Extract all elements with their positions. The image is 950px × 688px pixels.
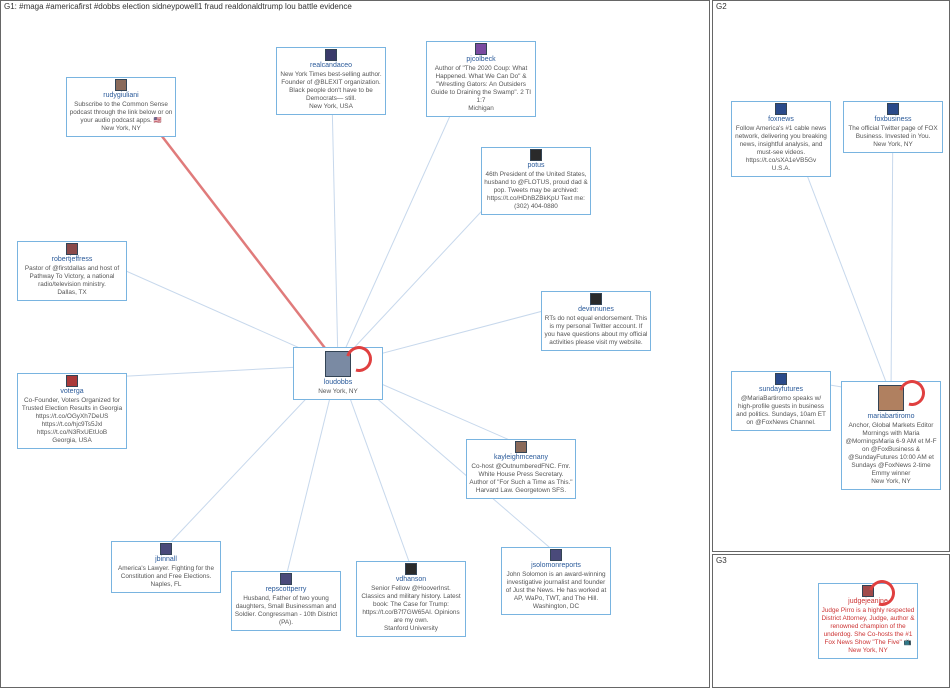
username-label: potus [484, 162, 588, 171]
node-jsolomonreports[interactable]: jsolomonreportsJohn Solomon is an award-… [501, 547, 611, 615]
panel-g1: G1: #maga #americafirst #dobbs election … [0, 0, 710, 688]
node-desc: New York Times best-selling author. Foun… [279, 71, 383, 103]
username-label: judgejeanine [821, 598, 915, 607]
node-location: New York, USA [279, 103, 383, 111]
node-potus[interactable]: potus46th President of the United States… [481, 147, 591, 215]
username-label: rudygiuliani [69, 92, 173, 101]
node-foxnews[interactable]: foxnewsFollow America's #1 cable news ne… [731, 101, 831, 177]
node-foxbusiness[interactable]: foxbusinessThe official Twitter page of … [843, 101, 943, 153]
panel-g1-title: G1: #maga #americafirst #dobbs election … [4, 2, 352, 11]
node-desc: Senior Fellow @HooverInst. Classics and … [359, 585, 463, 625]
avatar-voterga [66, 375, 78, 387]
avatar-realcandaceo [325, 49, 337, 61]
node-location: New York, NY [69, 125, 173, 133]
node-location: New York, NY [296, 388, 380, 396]
node-jbinnall[interactable]: jbinnallAmerica's Lawyer. Fighting for t… [111, 541, 221, 593]
node-location: New York, NY [846, 141, 940, 149]
username-label: repscottperry [234, 586, 338, 595]
node-loudobbs[interactable]: loudobbsNew York, NY [293, 347, 383, 400]
node-desc: Follow America's #1 cable news network, … [734, 125, 828, 165]
node-location: New York, NY [844, 478, 938, 486]
node-location: Dallas, TX [20, 289, 124, 297]
avatar-devinnunes [590, 293, 602, 305]
node-desc: Author of "The 2020 Coup: What Happened.… [429, 65, 533, 105]
node-devinnunes[interactable]: devinnunesRTs do not equal endorsement. … [541, 291, 651, 351]
node-sundayfutures[interactable]: sundayfutures@MariaBartiromo speaks w/ h… [731, 371, 831, 431]
node-location: Stanford University [359, 625, 463, 633]
username-label: loudobbs [296, 379, 380, 388]
avatar-judgejeanine [862, 585, 874, 597]
node-location: U.S.A. [734, 165, 828, 173]
node-judgejeanine[interactable]: judgejeanineJudge Pirro is a highly resp… [818, 583, 918, 659]
self-loop-icon [894, 375, 930, 411]
panel-g2: G2 mariabartiromoAnchor, Global Markets … [712, 0, 950, 552]
username-label: vdhanson [359, 576, 463, 585]
avatar-mariabartiromo [878, 385, 904, 411]
username-label: foxnews [734, 116, 828, 125]
node-realcandaceo[interactable]: realcandaceoNew York Times best-selling … [276, 47, 386, 115]
avatar-robertjeffress [66, 243, 78, 255]
node-location: Michigan [429, 105, 533, 113]
panel-g2-title: G2 [716, 2, 727, 11]
username-label: kayleighmcenany [469, 454, 573, 463]
node-vdhanson[interactable]: vdhansonSenior Fellow @HooverInst. Class… [356, 561, 466, 637]
node-desc: RTs do not equal endorsement. This is my… [544, 315, 648, 347]
node-desc: Co-host @OutnumberedFNC. Fmr. White Hous… [469, 463, 573, 495]
node-repscottperry[interactable]: repscottperryHusband, Father of two youn… [231, 571, 341, 631]
username-label: pjcolbeck [429, 56, 533, 65]
avatar-kayleighmcenany [515, 441, 527, 453]
node-robertjeffress[interactable]: robertjeffressPastor of @firstdallas and… [17, 241, 127, 301]
avatar-loudobbs [325, 351, 351, 377]
avatar-vdhanson [405, 563, 417, 575]
node-desc: John Solomon is an award-winning investi… [504, 571, 608, 603]
node-desc: America's Lawyer. Fighting for the Const… [114, 565, 218, 581]
panel-g3: G3 judgejeanineJudge Pirro is a highly r… [712, 554, 950, 688]
node-location: Washington, DC [504, 603, 608, 611]
node-desc: Anchor, Global Markets Editor Mornings w… [844, 422, 938, 478]
avatar-repscottperry [280, 573, 292, 585]
node-desc: 46th President of the United States, hus… [484, 171, 588, 211]
node-desc: Judge Pirro is a highly respected Distri… [821, 607, 915, 647]
avatar-foxnews [775, 103, 787, 115]
username-label: devinnunes [544, 306, 648, 315]
avatar-jbinnall [160, 543, 172, 555]
node-location: Naples, FL [114, 581, 218, 589]
node-desc: @MariaBartiromo speaks w/ high-profile g… [734, 395, 828, 427]
node-mariabartiromo[interactable]: mariabartiromoAnchor, Global Markets Edi… [841, 381, 941, 490]
username-label: robertjeffress [20, 256, 124, 265]
username-label: jsolomonreports [504, 562, 608, 571]
avatar-potus [530, 149, 542, 161]
avatar-rudygiuliani [115, 79, 127, 91]
node-desc: Pastor of @firstdallas and host of Pathw… [20, 265, 124, 289]
node-pjcolbeck[interactable]: pjcolbeckAuthor of "The 2020 Coup: What … [426, 41, 536, 117]
node-desc: Husband, Father of two young daughters, … [234, 595, 338, 627]
username-label: jbinnall [114, 556, 218, 565]
node-desc: Co-Founder, Voters Organized for Trusted… [20, 397, 124, 437]
username-label: sundayfutures [734, 386, 828, 395]
username-label: realcandaceo [279, 62, 383, 71]
self-loop-icon [341, 341, 377, 377]
username-label: voterga [20, 388, 124, 397]
avatar-sundayfutures [775, 373, 787, 385]
node-desc: The official Twitter page of FOX Busines… [846, 125, 940, 141]
avatar-pjcolbeck [475, 43, 487, 55]
node-desc: Subscribe to the Common Sense podcast th… [69, 101, 173, 125]
username-label: foxbusiness [846, 116, 940, 125]
username-label: mariabartiromo [844, 413, 938, 422]
node-kayleighmcenany[interactable]: kayleighmcenanyCo-host @OutnumberedFNC. … [466, 439, 576, 499]
panel-g3-title: G3 [716, 556, 727, 565]
node-location: New York, NY [821, 647, 915, 655]
node-rudygiuliani[interactable]: rudygiulianiSubscribe to the Common Sens… [66, 77, 176, 137]
node-location: Georgia, USA [20, 437, 124, 445]
avatar-foxbusiness [887, 103, 899, 115]
node-voterga[interactable]: votergaCo-Founder, Voters Organized for … [17, 373, 127, 449]
avatar-jsolomonreports [550, 549, 562, 561]
